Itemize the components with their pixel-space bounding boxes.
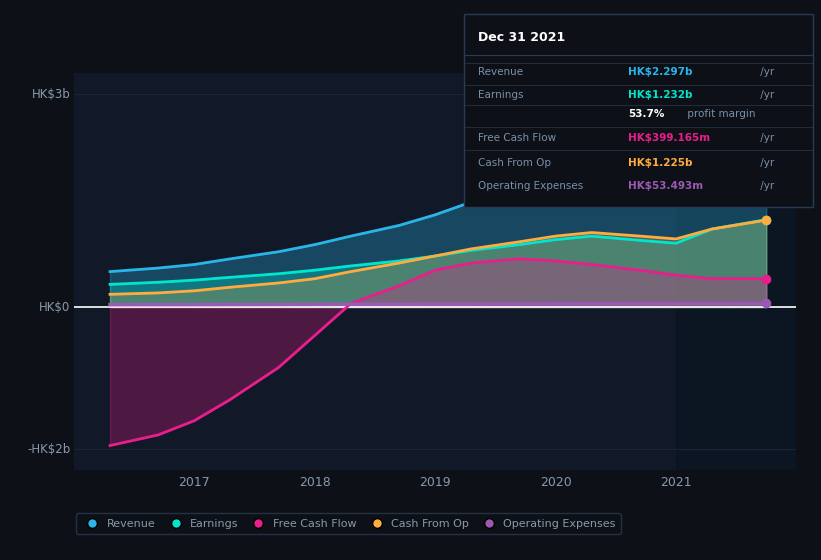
Text: /yr: /yr	[757, 181, 774, 191]
Text: HK$53.493m: HK$53.493m	[628, 181, 703, 191]
Text: HK$0: HK$0	[39, 301, 71, 314]
Text: HK$2.297b: HK$2.297b	[628, 67, 692, 77]
Bar	[676, 73, 796, 470]
Point	[759, 215, 773, 224]
Legend: Revenue, Earnings, Free Cash Flow, Cash From Op, Operating Expenses: Revenue, Earnings, Free Cash Flow, Cash …	[76, 514, 621, 534]
Text: /yr: /yr	[757, 90, 774, 100]
Text: Revenue: Revenue	[478, 67, 523, 77]
Text: Operating Expenses: Operating Expenses	[478, 181, 583, 191]
Text: /yr: /yr	[757, 133, 774, 143]
Text: profit margin: profit margin	[684, 109, 755, 119]
Text: 53.7%: 53.7%	[628, 109, 664, 119]
FancyBboxPatch shape	[464, 14, 813, 207]
Point	[759, 299, 773, 308]
Text: Earnings: Earnings	[478, 90, 523, 100]
Text: Cash From Op: Cash From Op	[478, 158, 551, 168]
Text: Dec 31 2021: Dec 31 2021	[478, 31, 565, 44]
Text: -HK$2b: -HK$2b	[27, 442, 71, 456]
Point	[759, 274, 773, 283]
Text: HK$399.165m: HK$399.165m	[628, 133, 710, 143]
Point	[759, 139, 773, 148]
Text: Free Cash Flow: Free Cash Flow	[478, 133, 556, 143]
Text: /yr: /yr	[757, 158, 774, 168]
Text: HK$1.225b: HK$1.225b	[628, 158, 692, 168]
Text: /yr: /yr	[757, 67, 774, 77]
Text: HK$3b: HK$3b	[31, 87, 71, 101]
Text: HK$1.232b: HK$1.232b	[628, 90, 692, 100]
Point	[759, 216, 773, 225]
